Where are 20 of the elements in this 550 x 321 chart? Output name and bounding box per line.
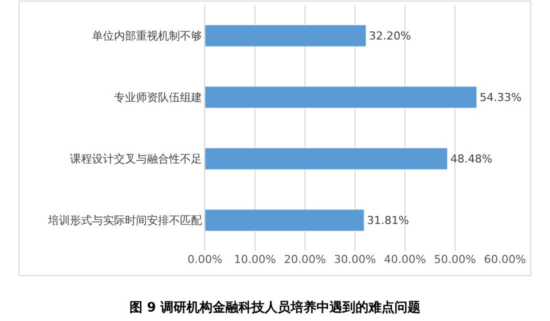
x-tick-label: 50.00%	[434, 253, 476, 266]
y-tick-label: 课程设计交叉与融合性不足	[70, 152, 202, 166]
y-tick-label: 培训形式与实际时间安排不匹配	[46, 214, 202, 228]
x-tick-label: 60.00%	[484, 253, 526, 266]
x-tick-label: 40.00%	[384, 253, 426, 266]
y-tick-label: 单位内部重视机制不够	[92, 30, 202, 43]
x-tick-label: 30.00%	[334, 253, 376, 266]
x-tick-label: 10.00%	[234, 253, 276, 266]
data-label: 31.81%	[367, 214, 410, 227]
data-label: 32.20%	[369, 29, 411, 42]
bar	[205, 209, 364, 232]
bar	[205, 86, 477, 108]
x-tick-label: 0.00%	[188, 253, 222, 266]
y-tick-label: 专业师资队伍组建	[114, 91, 202, 104]
x-tick-label: 20.00%	[284, 253, 326, 266]
data-label: 54.33%	[480, 90, 522, 104]
text: 图 9 调研机构金融科技人员培养中遇到的难点问题	[129, 299, 421, 316]
bar	[205, 24, 366, 47]
data-label: 48.48%	[450, 152, 492, 166]
bar	[205, 148, 448, 170]
